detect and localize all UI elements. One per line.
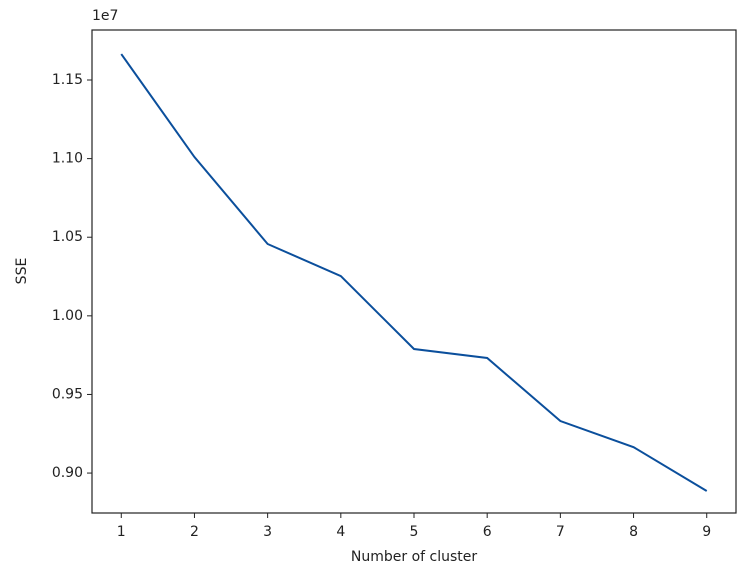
x-tick-label: 6 <box>483 524 492 540</box>
x-tick-label: 7 <box>556 524 565 540</box>
plot-frame <box>91 29 737 514</box>
y-tick-label: 0.95 <box>52 386 83 402</box>
y-tick-label: 1.15 <box>52 72 83 88</box>
y-tick-label: 0.90 <box>52 465 83 481</box>
x-tick-label: 8 <box>629 524 638 540</box>
x-axis-label: Number of cluster <box>351 549 477 565</box>
x-tick-label: 3 <box>263 524 272 540</box>
line-series <box>120 53 708 492</box>
y-tick-label: 1.00 <box>52 308 83 324</box>
x-tick-label: 1 <box>117 524 126 540</box>
x-tick-label: 4 <box>336 524 345 540</box>
y-tick-label: 1.05 <box>52 229 83 245</box>
y-offset-text: 1e7 <box>92 8 118 24</box>
x-tick-label: 5 <box>410 524 419 540</box>
x-tick-label: 9 <box>702 524 711 540</box>
y-axis-label: SSE <box>14 258 30 285</box>
y-tick-label: 1.10 <box>52 151 83 167</box>
x-tick-label: 2 <box>190 524 199 540</box>
